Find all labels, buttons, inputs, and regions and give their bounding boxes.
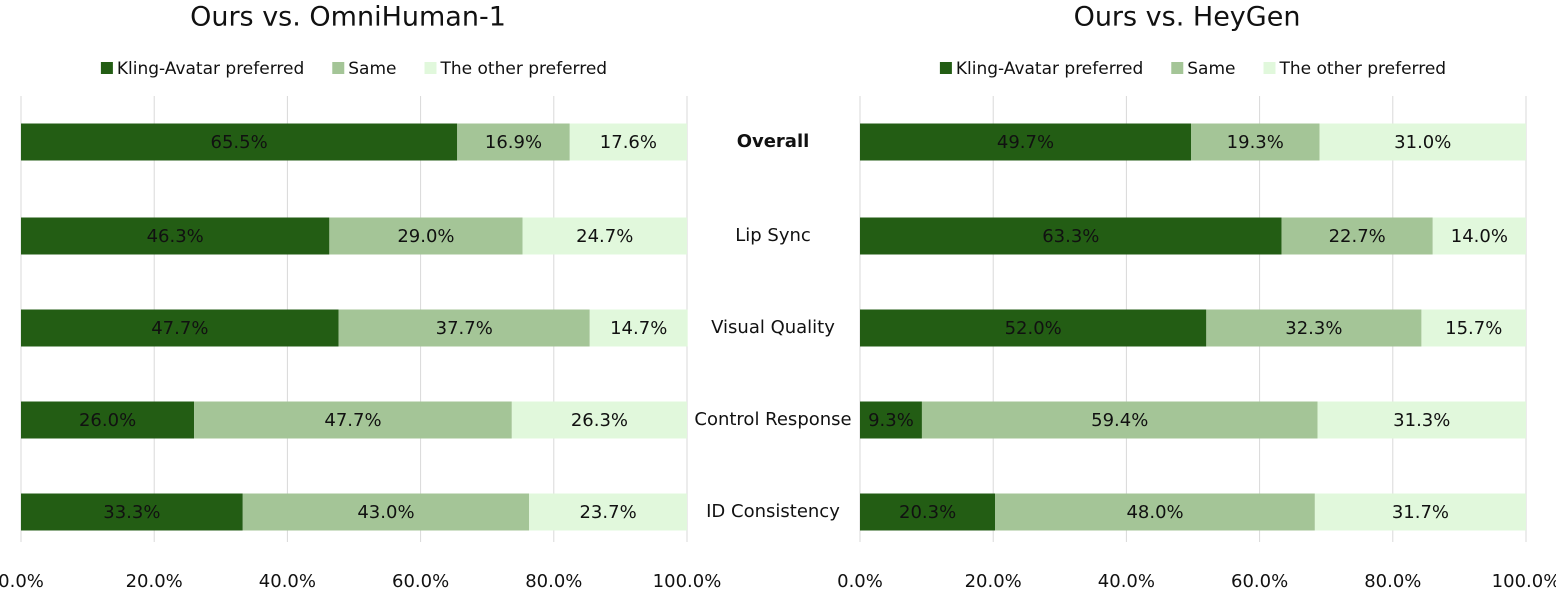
bar-segment: [860, 309, 1207, 347]
bar-segment: [1319, 123, 1526, 161]
x-tick-label: 100.0%: [653, 571, 722, 590]
bar-segment: [569, 123, 687, 161]
value-label: 48.0%: [1126, 502, 1183, 523]
bar-segment: [1421, 309, 1526, 347]
bar-segment: [1281, 217, 1433, 255]
legend-swatch: [1171, 62, 1184, 74]
value-label: 14.0%: [1451, 226, 1508, 247]
value-label: 9.3%: [868, 410, 914, 431]
x-tick-label: 100.0%: [1492, 571, 1556, 590]
legend-label: Kling-Avatar preferred: [956, 59, 1143, 79]
x-tick-label: 20.0%: [965, 571, 1022, 590]
legend-label: The other preferred: [1279, 59, 1447, 79]
bar-segment: [589, 309, 688, 347]
bar-segment: [338, 309, 590, 347]
x-tick-label: 40.0%: [1098, 571, 1155, 590]
legend-label: The other preferred: [440, 59, 608, 79]
value-label: 26.0%: [79, 410, 136, 431]
chart-title: Ours vs. HeyGen: [1074, 2, 1301, 33]
category-label: Lip Sync: [735, 225, 811, 246]
value-label: 14.7%: [610, 318, 667, 339]
bar-segment: [1206, 309, 1422, 347]
value-label: 43.0%: [357, 502, 414, 523]
category-label: Visual Quality: [711, 317, 835, 338]
category-label: Overall: [737, 131, 810, 152]
value-label: 31.3%: [1393, 410, 1450, 431]
value-label: 52.0%: [1005, 318, 1062, 339]
value-label: 26.3%: [571, 410, 628, 431]
bar-segment: [860, 217, 1282, 255]
bar-segment: [21, 217, 330, 255]
value-label: 24.7%: [576, 226, 633, 247]
value-label: 31.7%: [1392, 502, 1449, 523]
value-label: 22.7%: [1329, 226, 1386, 247]
value-label: 59.4%: [1091, 410, 1148, 431]
category-label: Control Response: [694, 409, 851, 430]
bar-segment: [1191, 123, 1320, 161]
bar-segment: [511, 401, 687, 439]
x-tick-label: 60.0%: [392, 571, 449, 590]
legend-label: Same: [348, 59, 396, 79]
bar-segment: [921, 401, 1318, 439]
x-tick-label: 40.0%: [259, 571, 316, 590]
bar-segment: [329, 217, 523, 255]
value-label: 17.6%: [600, 132, 657, 153]
value-label: 65.5%: [211, 132, 268, 153]
x-tick-label: 0.0%: [0, 571, 44, 590]
bar-segment: [242, 493, 530, 531]
value-label: 19.3%: [1227, 132, 1284, 153]
bar-segment: [21, 401, 195, 439]
bar-segment: [1432, 217, 1526, 255]
x-tick-label: 20.0%: [126, 571, 183, 590]
value-label: 47.7%: [151, 318, 208, 339]
x-tick-label: 80.0%: [1364, 571, 1421, 590]
legend-swatch: [1263, 62, 1276, 74]
x-tick-label: 60.0%: [1231, 571, 1288, 590]
value-label: 47.7%: [324, 410, 381, 431]
bar-segment: [529, 493, 687, 531]
value-label: 16.9%: [485, 132, 542, 153]
bar-segment: [995, 493, 1315, 531]
bar-segment: [1317, 401, 1526, 439]
bar-segment: [860, 123, 1192, 161]
bar-segment: [21, 493, 243, 531]
x-tick-label: 0.0%: [837, 571, 883, 590]
legend-swatch: [424, 62, 437, 74]
value-label: 33.3%: [103, 502, 160, 523]
value-label: 63.3%: [1042, 226, 1099, 247]
x-tick-label: 80.0%: [525, 571, 582, 590]
bar-segment: [457, 123, 570, 161]
value-label: 37.7%: [436, 318, 493, 339]
legend-swatch: [332, 62, 345, 74]
category-label: ID Consistency: [706, 501, 840, 522]
legend-swatch: [100, 62, 113, 74]
bar-segment: [21, 123, 458, 161]
chart-title: Ours vs. OmniHuman-1: [190, 2, 506, 33]
value-label: 46.3%: [147, 226, 204, 247]
value-label: 15.7%: [1445, 318, 1502, 339]
legend-swatch: [939, 62, 952, 74]
bar-segment: [1314, 493, 1526, 531]
value-label: 32.3%: [1285, 318, 1342, 339]
bar-segment: [194, 401, 512, 439]
value-label: 29.0%: [397, 226, 454, 247]
value-label: 20.3%: [899, 502, 956, 523]
bar-segment: [860, 493, 996, 531]
bar-segment: [522, 217, 687, 255]
bar-segment: [21, 309, 339, 347]
legend-label: Kling-Avatar preferred: [117, 59, 304, 79]
value-label: 31.0%: [1394, 132, 1451, 153]
value-label: 49.7%: [997, 132, 1054, 153]
bar-segment: [860, 401, 922, 439]
legend-label: Same: [1187, 59, 1235, 79]
value-label: 23.7%: [579, 502, 636, 523]
